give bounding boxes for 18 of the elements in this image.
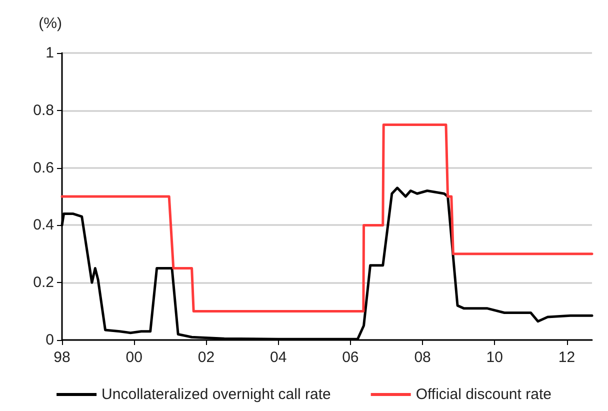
- x-tick-label: 08: [414, 349, 431, 366]
- x-tick-label: 02: [198, 349, 215, 366]
- y-tick-label: 0.6: [33, 159, 54, 176]
- line-series: [60, 124, 594, 313]
- y-tick-label: 0.4: [33, 216, 54, 234]
- y-axis-title: (%): [38, 15, 62, 32]
- x-tick-label: 12: [558, 349, 576, 366]
- y-tick-label: 0: [46, 332, 54, 348]
- x-tick-label: 06: [342, 349, 359, 366]
- x-tick-label: 10: [486, 349, 503, 366]
- legend-label: Uncollateralized overnight call rate: [102, 386, 331, 403]
- x-tick-label: 00: [126, 349, 142, 366]
- y-tick-label: 0.2: [33, 274, 54, 292]
- y-tick-label: 0.8: [33, 102, 54, 119]
- legend-label: Official discount rate: [416, 386, 552, 403]
- x-tick-label: 04: [270, 349, 287, 366]
- x-tick-label: 98: [54, 349, 70, 366]
- y-tick-label: 1: [46, 44, 54, 62]
